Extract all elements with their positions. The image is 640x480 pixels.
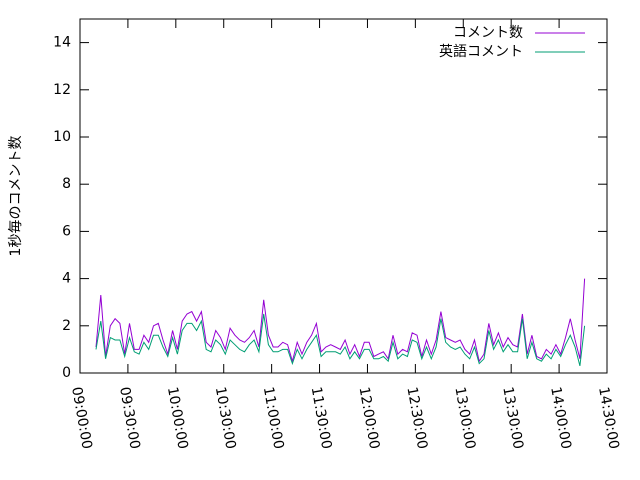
y-tick-label: 10 [53, 129, 71, 145]
x-tick-label: 09:30:00 [116, 386, 143, 451]
x-tick-label: 12:30:00 [403, 386, 430, 451]
y-axis-label: 1秒毎のコメント数 [8, 136, 24, 257]
x-tick-label: 12:00:00 [356, 386, 383, 451]
legend-label: 英語コメント [439, 43, 523, 60]
x-tick-label: 14:30:00 [595, 386, 622, 451]
y-tick-label: 4 [62, 271, 71, 287]
x-tick-label: 09:00:00 [68, 386, 95, 451]
y-tick-label: 0 [62, 365, 71, 381]
y-tick-label: 6 [62, 223, 71, 239]
plot-frame [79, 18, 608, 374]
x-tick-label: 11:30:00 [308, 386, 335, 451]
y-tick-label: 2 [62, 318, 71, 334]
series-line [95, 278, 586, 364]
y-tick-label: 14 [53, 35, 71, 51]
x-tick-label: 10:30:00 [212, 386, 239, 451]
y-tick-label: 12 [53, 82, 71, 98]
y-tick-label: 8 [62, 176, 71, 192]
x-tick-label: 13:30:00 [499, 386, 526, 451]
x-tick-label: 14:00:00 [547, 386, 574, 451]
x-tick-label: 11:00:00 [260, 386, 287, 451]
series-line [95, 313, 586, 367]
legend-label: コメント数 [453, 25, 523, 41]
x-tick-label: 13:00:00 [451, 386, 478, 451]
x-tick-label: 10:00:00 [164, 386, 191, 451]
